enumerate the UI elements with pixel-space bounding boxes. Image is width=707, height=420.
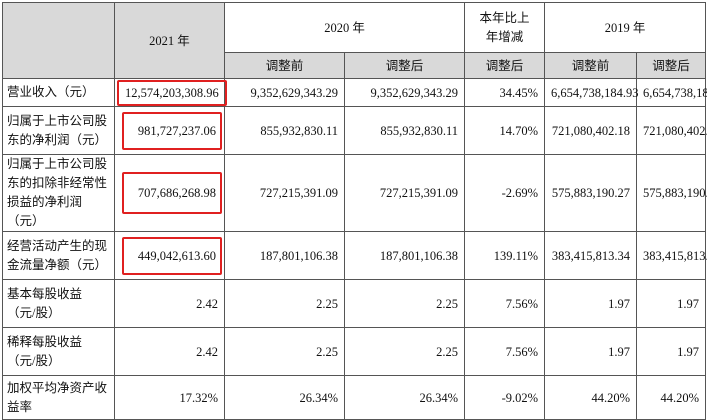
header-2019: 2019 年 <box>544 2 707 53</box>
value-2020-after: 26.34% <box>343 375 466 420</box>
header-corner-cell <box>2 2 115 79</box>
row-label: 归属于上市公司股东的净利润（元） <box>2 106 115 155</box>
value-2019-before: 575,883,190.27 <box>544 154 638 232</box>
value-2019-before: 383,415,813.34 <box>544 231 638 280</box>
header-2019-before: 调整前 <box>544 52 638 79</box>
value-2019-before: 1.97 <box>544 327 638 376</box>
header-2019-after: 调整后 <box>636 52 707 79</box>
value-2019-after: 721,080,402.18 <box>636 106 707 155</box>
table-row-basic-eps: 基本每股收益（元/股） 2.42 2.25 2.25 7.56% 1.97 1.… <box>2 279 707 328</box>
value-2020-after: 2.25 <box>343 279 466 328</box>
value-2019-after: 1.97 <box>636 279 707 328</box>
row-label: 加权平均净资产收益率 <box>2 375 115 420</box>
value-yoy: 139.11% <box>464 231 546 280</box>
header-2020-before: 调整前 <box>224 52 345 79</box>
value-yoy: 34.45% <box>464 78 546 107</box>
value-2019-before: 6,654,738,184.93 <box>544 78 639 107</box>
value-2020-before: 727,215,391.09 <box>224 154 345 232</box>
value-2019-before: 721,080,402.18 <box>544 106 638 155</box>
value-2019-before: 44.20% <box>544 375 638 420</box>
header-2020: 2020 年 <box>223 2 466 53</box>
value-2020-after: 727,215,391.09 <box>343 154 466 232</box>
value-2019-after: 575,883,190.27 <box>636 154 707 232</box>
value-2020-before: 855,932,830.11 <box>224 106 345 155</box>
value-2019-before: 1.97 <box>544 279 638 328</box>
value-2020-after: 187,801,106.38 <box>343 231 466 280</box>
value-2020-after: 855,932,830.11 <box>343 106 466 155</box>
header-yoy-label: 本年比上年增减 <box>479 10 530 44</box>
value-2021-cell: 449,042,613.60 <box>114 231 225 280</box>
highlighted-value-2021: 12,574,203,308.96 <box>117 79 227 106</box>
row-label: 经营活动产生的现金流量净额（元） <box>2 231 115 280</box>
value-2020-before: 9,352,629,343.29 <box>224 78 345 107</box>
value-2020-before: 26.34% <box>224 375 345 420</box>
value-yoy: 7.56% <box>464 327 546 376</box>
table-row-net-profit-excl: 归属于上市公司股东的扣除非经常性损益的净利润（元） 707,686,268.98… <box>2 154 707 232</box>
table-row-operating-cash-flow: 经营活动产生的现金流量净额（元） 449,042,613.60 187,801,… <box>2 231 707 280</box>
value-2021-cell: 707,686,268.98 <box>114 154 225 232</box>
row-label: 基本每股收益（元/股） <box>2 279 115 328</box>
value-2020-before: 187,801,106.38 <box>224 231 345 280</box>
header-row-2: 调整前 调整后 调整后 调整前 调整后 <box>3 52 707 79</box>
table-row-net-profit: 归属于上市公司股东的净利润（元） 981,727,237.06 855,932,… <box>2 106 707 155</box>
value-2020-before: 2.25 <box>224 279 345 328</box>
table-row-roe: 加权平均净资产收益率 17.32% 26.34% 26.34% -9.02% 4… <box>2 375 707 420</box>
table-row-diluted-eps: 稀释每股收益（元/股） 2.42 2.25 2.25 7.56% 1.97 1.… <box>2 327 707 376</box>
header-2021: 2021 年 <box>114 2 225 79</box>
value-yoy: 7.56% <box>464 279 546 328</box>
value-yoy: -9.02% <box>464 375 546 420</box>
value-2020-after: 2.25 <box>343 327 466 376</box>
table-row-revenue: 营业收入（元） 12,574,203,308.96 9,352,629,343.… <box>2 78 707 107</box>
value-2021: 2.42 <box>114 327 225 376</box>
value-2021: 17.32% <box>114 375 225 420</box>
highlighted-value-2021: 449,042,613.60 <box>121 236 222 275</box>
value-2019-after: 44.20% <box>636 375 707 420</box>
value-yoy: -2.69% <box>464 154 546 232</box>
value-2019-after: 383,415,813.34 <box>636 231 707 280</box>
value-2020-after: 9,352,629,343.29 <box>343 78 466 107</box>
highlighted-value-2021: 981,727,237.06 <box>121 111 222 150</box>
header-row-1: 2021 年 2020 年 本年比上年增减 2019 年 <box>2 2 707 79</box>
value-2021-cell: 12,574,203,308.96 <box>114 78 227 107</box>
value-2019-after: 6,654,738,184.93 <box>636 78 707 107</box>
value-yoy: 14.70% <box>464 106 546 155</box>
row-label: 稀释每股收益（元/股） <box>2 327 115 376</box>
row-label: 营业收入（元） <box>2 78 115 107</box>
highlighted-value-2021: 707,686,268.98 <box>121 172 222 214</box>
row-label: 归属于上市公司股东的扣除非经常性损益的净利润（元） <box>2 154 115 232</box>
value-2020-before: 2.25 <box>224 327 345 376</box>
header-yoy: 本年比上年增减 <box>464 2 546 53</box>
value-2021-cell: 981,727,237.06 <box>114 106 225 155</box>
value-2019-after: 1.97 <box>636 327 707 376</box>
header-2020-after: 调整后 <box>343 52 466 79</box>
header-yoy-after: 调整后 <box>464 52 546 79</box>
value-2021: 2.42 <box>114 279 225 328</box>
